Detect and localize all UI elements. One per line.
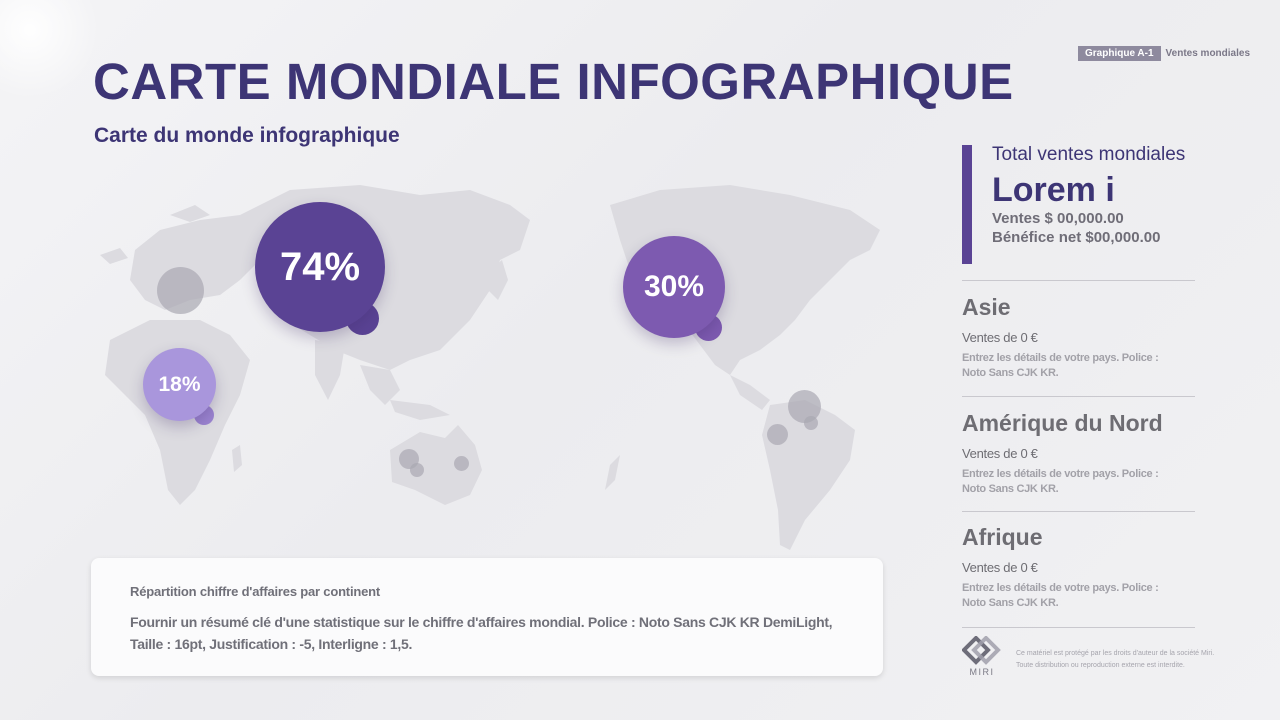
tag-text: Ventes mondiales <box>1165 48 1251 59</box>
miri-diamond-icon <box>962 636 1001 665</box>
region-name: Afrique <box>962 524 1043 550</box>
north-america-bubble-label: 30% <box>643 270 705 303</box>
asia-bubble: 74% <box>255 202 385 332</box>
tag-chip: Graphique A-1 <box>1078 46 1161 61</box>
total-sales-block: Total ventes mondiales Lorem i Ventes $ … <box>992 144 1185 247</box>
copyright-line-1: Ce matériel est protégé par les droits d… <box>1016 650 1215 657</box>
summary-text: Fournir un résumé clé d'une statistique … <box>130 614 833 652</box>
region-name: Asie <box>962 294 1011 320</box>
copyright-line-2: Toute distribution ou reproduction exter… <box>1016 662 1185 669</box>
region-description: Entrez les détails de votre pays. Police… <box>962 468 1159 495</box>
world-map-shapes <box>100 185 880 550</box>
region-description: Entrez les détails de votre pays. Police… <box>962 352 1159 379</box>
region-africa: Afrique Ventes de 0 € Entrez les détails… <box>962 524 1202 611</box>
north-america-bubble: 30% <box>623 236 725 338</box>
europe-dot <box>157 267 204 314</box>
region-sales: Ventes de 0 € <box>962 330 1038 345</box>
miri-logo: MIRI <box>962 636 1002 677</box>
region-asia: Asie Ventes de 0 € Entrez les détails de… <box>962 294 1202 381</box>
australia-dot-c <box>454 456 469 471</box>
region-sales: Ventes de 0 € <box>962 560 1038 575</box>
australia-dot-b <box>410 463 424 477</box>
page-title: CARTE MONDIALE INFOGRAPHIQUE <box>93 53 1014 110</box>
asia-bubble-label: 74% <box>279 244 361 289</box>
africa-bubble: 18% <box>143 348 216 421</box>
summary-title: Répartition chiffre d'affaires par conti… <box>130 584 380 599</box>
divider <box>962 280 1195 281</box>
total-accent-bar <box>962 145 972 264</box>
africa-bubble-label: 18% <box>158 372 201 396</box>
copyright-notice: Ce matériel est protégé par les droits d… <box>1016 648 1214 672</box>
south-america-dot-small <box>804 416 818 430</box>
region-description: Entrez les détails de votre pays. Police… <box>962 582 1159 609</box>
summary-card: Répartition chiffre d'affaires par conti… <box>91 558 883 676</box>
region-name: Amérique du Nord <box>962 410 1163 436</box>
region-north-america: Amérique du Nord Ventes de 0 € Entrez le… <box>962 410 1202 497</box>
total-label: Total ventes mondiales <box>992 144 1186 165</box>
region-sales: Ventes de 0 € <box>962 446 1038 461</box>
corner-glow <box>0 0 100 100</box>
logo-text: MIRI <box>969 667 995 677</box>
divider <box>962 511 1195 512</box>
divider <box>962 396 1195 397</box>
south-america-dot-left <box>767 424 788 445</box>
divider <box>962 627 1195 628</box>
total-sales: Ventes $ 00,000.00 <box>992 210 1124 228</box>
world-map <box>90 160 910 560</box>
total-value: Lorem i <box>992 171 1115 209</box>
chart-tag: Graphique A-1 Ventes mondiales <box>1078 46 1250 61</box>
total-profit: Bénéfice net $00,000.00 <box>992 229 1161 247</box>
footer: MIRI Ce matériel est protégé par les dro… <box>962 636 1214 677</box>
page-subtitle: Carte du monde infographique <box>94 124 400 147</box>
